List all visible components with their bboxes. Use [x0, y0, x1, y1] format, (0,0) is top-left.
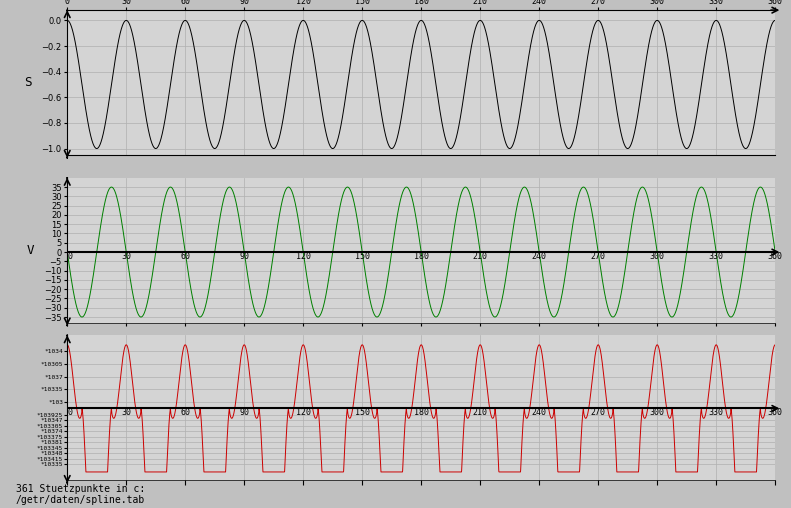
- Text: 60: 60: [180, 408, 190, 418]
- Text: 30: 30: [121, 252, 131, 261]
- Text: 210: 210: [473, 252, 488, 261]
- Text: 240: 240: [532, 408, 547, 418]
- Text: 120: 120: [296, 408, 311, 418]
- Text: 300: 300: [649, 252, 664, 261]
- Text: 240: 240: [532, 252, 547, 261]
- Text: 270: 270: [591, 252, 606, 261]
- Text: 360: 360: [768, 252, 782, 261]
- Text: 60: 60: [180, 252, 190, 261]
- Text: 30: 30: [121, 408, 131, 418]
- Text: 180: 180: [414, 408, 429, 418]
- Text: 120: 120: [296, 252, 311, 261]
- Text: 360: 360: [768, 408, 782, 418]
- Text: 0: 0: [67, 252, 72, 261]
- Y-axis label: V: V: [26, 244, 34, 257]
- Text: 330: 330: [709, 408, 724, 418]
- Text: 150: 150: [354, 252, 369, 261]
- Text: 180: 180: [414, 252, 429, 261]
- Text: 150: 150: [354, 408, 369, 418]
- Text: 0: 0: [67, 408, 72, 418]
- Text: 210: 210: [473, 408, 488, 418]
- Text: 90: 90: [239, 408, 249, 418]
- Y-axis label: S: S: [24, 76, 32, 89]
- Text: 330: 330: [709, 252, 724, 261]
- Text: 270: 270: [591, 408, 606, 418]
- Text: 361 Stuetzpunkte in c:
/getr/daten/spline.tab: 361 Stuetzpunkte in c: /getr/daten/splin…: [16, 484, 145, 505]
- Text: 300: 300: [649, 408, 664, 418]
- Text: 90: 90: [239, 252, 249, 261]
